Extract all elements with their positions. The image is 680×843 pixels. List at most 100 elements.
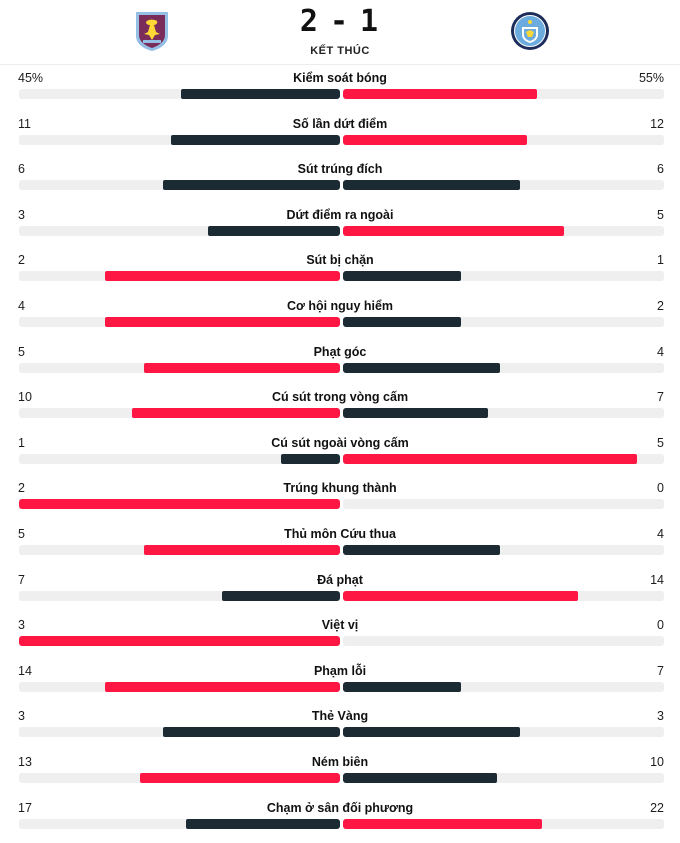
away-stat-bar — [343, 454, 637, 464]
away-stat-value: 6 — [657, 161, 664, 177]
home-stat-bar — [19, 499, 340, 509]
home-stat-value: 3 — [18, 617, 25, 633]
home-stat-bar — [281, 454, 340, 464]
home-stat-track — [19, 819, 340, 829]
away-stat-value: 1 — [657, 252, 664, 268]
home-stat-value: 4 — [18, 298, 25, 314]
home-stat-value: 1 — [18, 435, 25, 451]
home-stat-track — [19, 773, 340, 783]
away-stat-track — [343, 499, 664, 509]
home-stat-value: 45% — [18, 70, 43, 86]
away-stat-bar — [343, 408, 488, 418]
home-score: 2 — [300, 4, 320, 39]
scoreline: 2-1 — [0, 4, 680, 39]
stat-label: Đá phạt — [0, 572, 680, 588]
home-stat-bar — [140, 773, 340, 783]
manchester-city-crest-icon — [510, 11, 550, 51]
away-stat-track — [343, 819, 664, 829]
home-stat-track — [19, 363, 340, 373]
home-stat-value: 3 — [18, 207, 25, 223]
away-stat-value: 2 — [657, 298, 664, 314]
away-stat-bar — [343, 727, 520, 737]
home-stat-track — [19, 135, 340, 145]
home-stat-bar — [105, 682, 340, 692]
stat-label: Chạm ở sân đối phương — [0, 800, 680, 816]
away-stat-track — [343, 727, 664, 737]
away-score: 1 — [360, 4, 380, 39]
stat-label: Dứt điểm ra ngoài — [0, 207, 680, 223]
away-stat-value: 22 — [650, 800, 664, 816]
home-stat-value: 3 — [18, 708, 25, 724]
home-stat-bar — [171, 135, 340, 145]
away-stat-value: 10 — [650, 754, 664, 770]
away-stat-track — [343, 89, 664, 99]
away-stat-value: 0 — [657, 617, 664, 633]
away-stat-value: 55% — [639, 70, 664, 86]
home-stat-track — [19, 727, 340, 737]
away-stat-value: 4 — [657, 344, 664, 360]
away-stat-bar — [343, 773, 497, 783]
away-stat-track — [343, 454, 664, 464]
away-stat-bar — [343, 135, 527, 145]
away-stat-value: 14 — [650, 572, 664, 588]
home-stat-bar — [105, 271, 340, 281]
home-stat-track — [19, 545, 340, 555]
home-stat-bar — [186, 819, 340, 829]
stat-label: Thủ môn Cứu thua — [0, 526, 680, 542]
away-stat-bar — [343, 271, 461, 281]
away-stat-bar — [343, 226, 564, 236]
away-stat-track — [343, 363, 664, 373]
home-stat-value: 6 — [18, 161, 25, 177]
home-stat-track — [19, 636, 340, 646]
away-stat-value: 7 — [657, 389, 664, 405]
stat-label: Việt vị — [0, 617, 680, 633]
home-stat-bar — [163, 180, 340, 190]
stat-label: Phạt góc — [0, 344, 680, 360]
away-stat-value: 4 — [657, 526, 664, 542]
away-stat-track — [343, 226, 664, 236]
home-stat-bar — [19, 636, 340, 646]
away-stat-bar — [343, 591, 578, 601]
away-stat-track — [343, 636, 664, 646]
away-stat-bar — [343, 682, 461, 692]
home-stat-track — [19, 226, 340, 236]
home-stat-value: 7 — [18, 572, 25, 588]
home-stat-bar — [132, 408, 340, 418]
home-stat-track — [19, 180, 340, 190]
away-team-crest[interactable] — [510, 10, 550, 52]
home-stat-value: 10 — [18, 389, 32, 405]
away-stat-value: 7 — [657, 663, 664, 679]
away-stat-value: 5 — [657, 207, 664, 223]
stat-label: Cơ hội nguy hiểm — [0, 298, 680, 314]
away-stat-track — [343, 408, 664, 418]
away-stat-bar — [343, 545, 500, 555]
home-stat-track — [19, 89, 340, 99]
away-stat-value: 0 — [657, 480, 664, 496]
home-stat-bar — [105, 317, 340, 327]
away-stat-track — [343, 317, 664, 327]
stat-label: Phạm lỗi — [0, 663, 680, 679]
home-stat-value: 2 — [18, 480, 25, 496]
away-stat-value: 5 — [657, 435, 664, 451]
away-stat-track — [343, 591, 664, 601]
home-stat-track — [19, 271, 340, 281]
stat-label: Thẻ Vàng — [0, 708, 680, 724]
score-separator: - — [330, 4, 350, 39]
home-stat-track — [19, 682, 340, 692]
home-stat-value: 17 — [18, 800, 32, 816]
stat-label: Sút trúng đích — [0, 161, 680, 177]
home-stat-bar — [163, 727, 340, 737]
home-stat-bar — [144, 363, 340, 373]
